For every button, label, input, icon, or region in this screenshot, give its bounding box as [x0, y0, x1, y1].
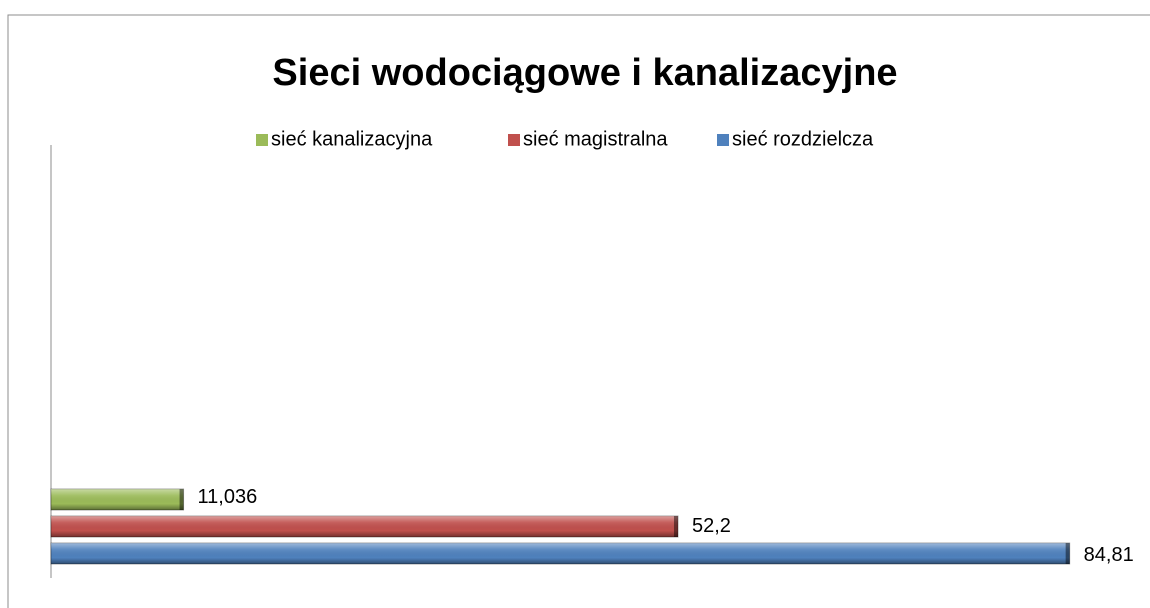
bar-shade — [51, 543, 1070, 564]
chart-title: Sieci wodociągowe i kanalizacyjne — [272, 52, 897, 94]
legend-swatch — [717, 134, 729, 146]
bar-end — [179, 489, 184, 510]
data-label: 52,2 — [692, 515, 731, 537]
legend-label: sieć kanalizacyjna — [271, 128, 433, 150]
chart-border — [7, 14, 1150, 608]
bar-shade — [51, 489, 184, 510]
bar-end — [1065, 543, 1070, 564]
legend-swatch — [508, 134, 520, 146]
legend-label: sieć magistralna — [523, 128, 668, 150]
data-label: 84,81 — [1084, 544, 1134, 566]
bar-end — [673, 516, 678, 537]
bar-shade — [51, 516, 678, 537]
data-label: 11,036 — [198, 486, 258, 508]
legend-label: sieć rozdzielcza — [732, 128, 874, 150]
legend-swatch — [256, 134, 268, 146]
